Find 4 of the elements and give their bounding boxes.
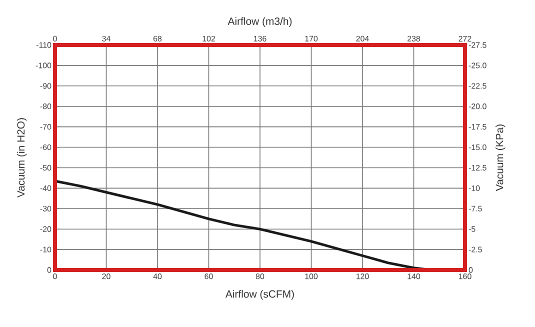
y-axis-title: Vacuum (in H2O) (16, 118, 27, 198)
y2-axis-title: Vacuum (KPa) (496, 124, 506, 192)
x2-axis-title: Airflow (m3/h) (228, 17, 292, 27)
x-axis-title: Airflow (sCFM) (225, 290, 294, 300)
